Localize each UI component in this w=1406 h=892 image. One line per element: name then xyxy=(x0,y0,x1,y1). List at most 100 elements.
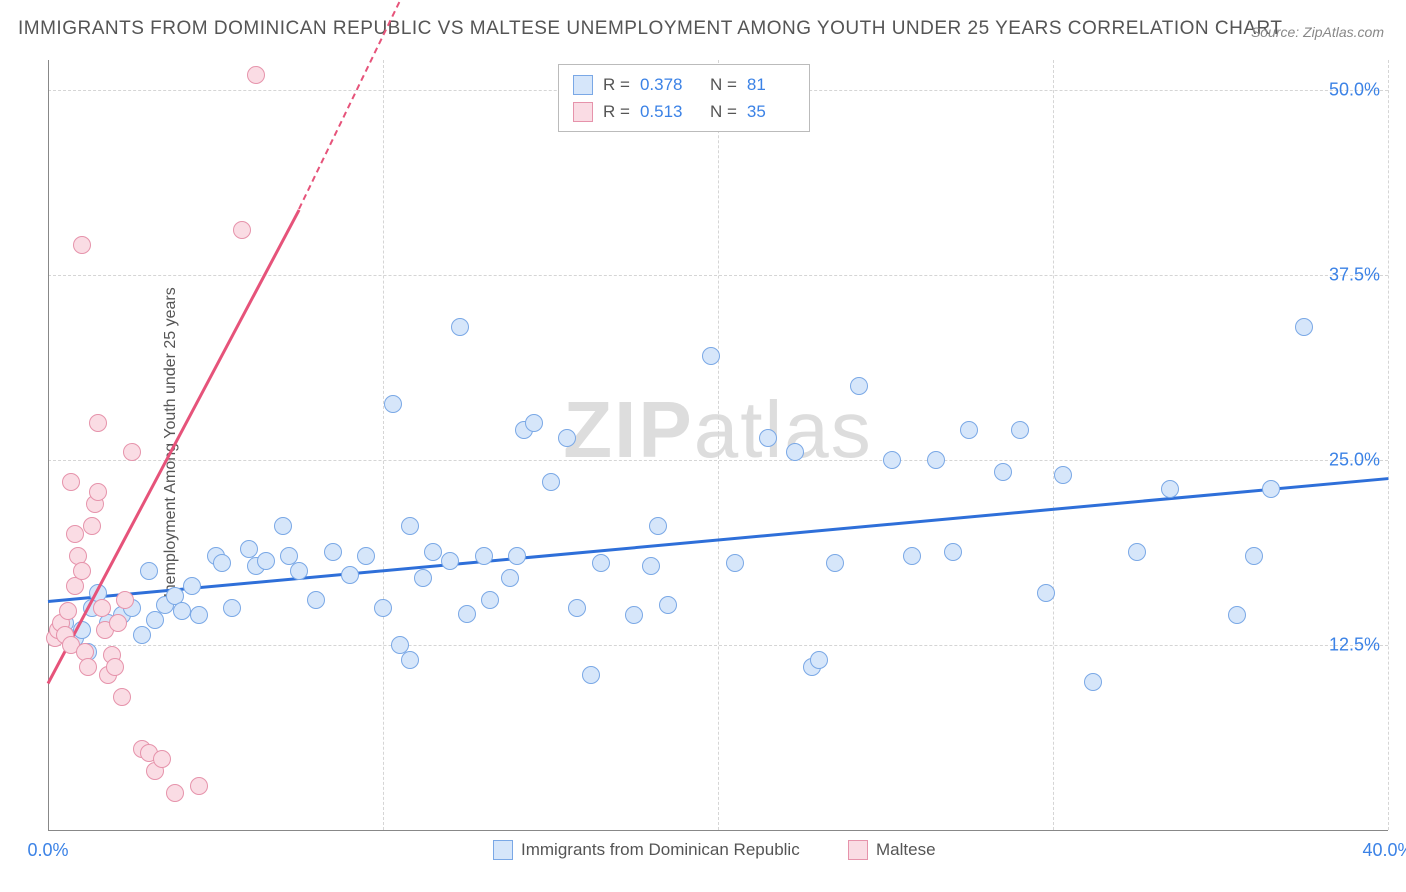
scatter-point xyxy=(642,557,660,575)
scatter-point xyxy=(401,517,419,535)
scatter-point xyxy=(883,451,901,469)
scatter-point xyxy=(726,554,744,572)
scatter-point xyxy=(133,626,151,644)
scatter-point xyxy=(525,414,543,432)
scatter-point xyxy=(79,658,97,676)
scatter-point xyxy=(475,547,493,565)
plot-area: ZIPatlas 12.5%25.0%37.5%50.0%0.0%40.0%R … xyxy=(48,60,1388,830)
scatter-point xyxy=(542,473,560,491)
scatter-point xyxy=(374,599,392,617)
r-label: R = xyxy=(603,98,630,125)
scatter-point xyxy=(153,750,171,768)
scatter-point xyxy=(1262,480,1280,498)
scatter-point xyxy=(113,688,131,706)
scatter-point xyxy=(1295,318,1313,336)
scatter-point xyxy=(223,599,241,617)
scatter-point xyxy=(401,651,419,669)
scatter-point xyxy=(173,602,191,620)
ytick-label: 50.0% xyxy=(1329,79,1380,100)
ytick-label: 25.0% xyxy=(1329,449,1380,470)
scatter-point xyxy=(183,577,201,595)
scatter-point xyxy=(458,605,476,623)
scatter-point xyxy=(93,599,111,617)
scatter-point xyxy=(190,777,208,795)
scatter-point xyxy=(826,554,844,572)
ytick-label: 12.5% xyxy=(1329,634,1380,655)
scatter-point xyxy=(1054,466,1072,484)
scatter-point xyxy=(140,562,158,580)
scatter-point xyxy=(481,591,499,609)
bottom-legend-2: Maltese xyxy=(848,840,936,860)
scatter-point xyxy=(247,66,265,84)
scatter-point xyxy=(384,395,402,413)
scatter-point xyxy=(341,566,359,584)
scatter-point xyxy=(1245,547,1263,565)
bottom-legend-1: Immigrants from Dominican Republic xyxy=(493,840,800,860)
scatter-point xyxy=(414,569,432,587)
n-label: N = xyxy=(710,71,737,98)
scatter-point xyxy=(62,473,80,491)
scatter-point xyxy=(1161,480,1179,498)
gridline-v xyxy=(1053,60,1054,830)
legend-label: Immigrants from Dominican Republic xyxy=(521,840,800,860)
source-label: Source: ZipAtlas.com xyxy=(1251,24,1384,40)
scatter-point xyxy=(213,554,231,572)
scatter-point xyxy=(558,429,576,447)
y-axis xyxy=(48,60,49,830)
scatter-point xyxy=(106,658,124,676)
scatter-point xyxy=(1037,584,1055,602)
scatter-point xyxy=(66,525,84,543)
scatter-point xyxy=(625,606,643,624)
legend-label: Maltese xyxy=(876,840,936,860)
scatter-point xyxy=(994,463,1012,481)
scatter-point xyxy=(592,554,610,572)
scatter-point xyxy=(568,599,586,617)
scatter-point xyxy=(109,614,127,632)
scatter-point xyxy=(927,451,945,469)
scatter-point xyxy=(307,591,325,609)
scatter-point xyxy=(810,651,828,669)
scatter-point xyxy=(1228,606,1246,624)
scatter-point xyxy=(116,591,134,609)
scatter-point xyxy=(441,552,459,570)
scatter-point xyxy=(89,483,107,501)
scatter-point xyxy=(257,552,275,570)
scatter-point xyxy=(1128,543,1146,561)
legend-swatch xyxy=(493,840,513,860)
ytick-label: 37.5% xyxy=(1329,264,1380,285)
n-value: 35 xyxy=(747,98,795,125)
gridline-v xyxy=(718,60,719,830)
scatter-point xyxy=(850,377,868,395)
scatter-point xyxy=(944,543,962,561)
scatter-point xyxy=(508,547,526,565)
x-axis xyxy=(48,830,1388,831)
scatter-point xyxy=(89,414,107,432)
scatter-point xyxy=(83,517,101,535)
xtick-label: 40.0% xyxy=(1362,840,1406,861)
scatter-point xyxy=(73,562,91,580)
scatter-point xyxy=(582,666,600,684)
scatter-point xyxy=(659,596,677,614)
scatter-point xyxy=(759,429,777,447)
chart-title: IMMIGRANTS FROM DOMINICAN REPUBLIC VS MA… xyxy=(18,18,1283,40)
scatter-point xyxy=(59,602,77,620)
scatter-point xyxy=(451,318,469,336)
scatter-point xyxy=(702,347,720,365)
legend-swatch xyxy=(573,75,593,95)
scatter-point xyxy=(786,443,804,461)
scatter-point xyxy=(190,606,208,624)
scatter-point xyxy=(649,517,667,535)
r-label: R = xyxy=(603,71,630,98)
n-label: N = xyxy=(710,98,737,125)
scatter-point xyxy=(501,569,519,587)
scatter-point xyxy=(166,784,184,802)
gridline-v xyxy=(1388,60,1389,830)
scatter-point xyxy=(233,221,251,239)
scatter-point xyxy=(903,547,921,565)
scatter-point xyxy=(424,543,442,561)
scatter-point xyxy=(123,443,141,461)
xtick-label: 0.0% xyxy=(27,840,68,861)
stats-legend: R =0.378N =81R =0.513N =35 xyxy=(558,64,810,132)
scatter-point xyxy=(290,562,308,580)
stats-row: R =0.378N =81 xyxy=(573,71,795,98)
